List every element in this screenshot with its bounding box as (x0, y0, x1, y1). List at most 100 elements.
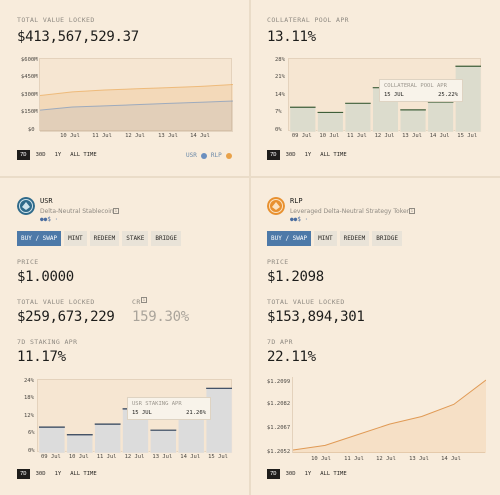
period-1y[interactable]: 1Y (304, 471, 312, 477)
bar (400, 109, 427, 133)
tooltip-value: 25.22% (438, 92, 458, 98)
usr-apr-label: 7D STAKING APR (17, 338, 78, 346)
period-30d[interactable]: 30D (285, 152, 296, 158)
tab-bridge[interactable]: BRIDGE (372, 231, 402, 246)
y-tick: 0% (275, 127, 282, 133)
x-tick: 15 Jul (208, 454, 228, 460)
tooltip-date: 15 JUL (132, 410, 152, 416)
usr-tooltip: USR STAKING APR 15 JUL 21.26% (127, 397, 211, 420)
usr-logo-icon (17, 197, 35, 215)
rlp-tvl-label: TOTAL VALUE LOCKED (267, 298, 345, 306)
period-7d[interactable]: 7D (267, 150, 280, 160)
period-7d[interactable]: 7D (17, 469, 30, 479)
rlp-chain-icons: ●●$ · (290, 216, 309, 223)
info-icon[interactable]: i (113, 208, 119, 214)
y-tick: 21% (275, 74, 285, 80)
period-1y[interactable]: 1Y (54, 152, 62, 158)
legend-usr-dot (200, 152, 207, 159)
collateral-tooltip: COLLATERAL POOL APR 15 JUL 25.22% (379, 79, 463, 102)
period-selector: 7D 30D 1Y ALL TIME (17, 469, 100, 479)
legend-usr-label: USR (186, 152, 197, 159)
y-tick: 28% (275, 57, 285, 63)
collateral-panel: COLLATERAL POOL APR 13.11% 28% 21% 14% 7… (251, 0, 500, 176)
period-all-time[interactable]: ALL TIME (320, 471, 347, 477)
rlp-panel: RLP Leveraged Delta-Neutral Strategy Tok… (251, 178, 500, 495)
y-tick: $450M (21, 74, 38, 80)
x-tick: 13 Jul (158, 133, 178, 139)
period-all-time[interactable]: ALL TIME (70, 471, 97, 477)
usr-panel: USR Delta-Neutral Stablecoin i ●●$ · BUY… (0, 178, 249, 495)
tab-mint[interactable]: MINT (314, 231, 337, 246)
period-1y[interactable]: 1Y (54, 471, 62, 477)
tooltip-title: USR STAKING APR (132, 401, 182, 407)
x-tick: 13 Jul (152, 454, 173, 460)
rlp-price: $1.2098 (267, 269, 324, 285)
x-tick: 14 Jul (441, 456, 461, 462)
rlp-line (39, 84, 234, 96)
usr-line (39, 100, 234, 111)
y-tick: 14% (275, 92, 285, 98)
tab-stake[interactable]: STAKE (122, 231, 149, 246)
bar (289, 106, 316, 133)
vertical-divider (249, 0, 251, 495)
info-icon[interactable]: i (141, 297, 147, 303)
period-30d[interactable]: 30D (35, 471, 46, 477)
tab-bridge[interactable]: BRIDGE (151, 231, 182, 246)
legend-rlp-dot (225, 152, 232, 159)
period-1y[interactable]: 1Y (304, 152, 312, 158)
x-tick: 11 Jul (346, 133, 367, 139)
y-tick: 6% (28, 430, 35, 436)
usr-price-label: PRICE (17, 258, 39, 266)
tab-buy-swap[interactable]: BUY / SWAP (17, 231, 62, 246)
period-30d[interactable]: 30D (35, 152, 46, 158)
tvl-legend: USR RLP (186, 152, 232, 159)
x-tick: 13 Jul (409, 456, 429, 462)
usr-chain-icons: ●●$ · (40, 216, 59, 223)
x-tick: 14 Jul (180, 454, 201, 460)
rlp-name: RLP (290, 197, 303, 205)
y-tick: 7% (275, 109, 282, 115)
period-all-time[interactable]: ALL TIME (320, 152, 347, 158)
period-7d[interactable]: 7D (17, 150, 30, 160)
tvl-chart[interactable] (39, 58, 234, 132)
y-tick: $1.2099 (267, 379, 291, 385)
bar (38, 426, 66, 454)
collateral-value: 13.11% (267, 29, 316, 45)
x-tick: 14 Jul (190, 133, 210, 139)
tvl-label: TOTAL VALUE LOCKED (17, 16, 95, 24)
usr-name: USR (40, 197, 53, 205)
y-tick: $300M (21, 92, 38, 98)
rlp-price-line (292, 379, 487, 451)
rlp-subtitle: Leveraged Delta-Neutral Strategy Token (290, 208, 411, 215)
rlp-price-chart[interactable] (292, 377, 487, 453)
tab-buy-swap[interactable]: BUY / SWAP (267, 231, 312, 246)
x-tick: 14 Jul (429, 133, 450, 139)
period-30d[interactable]: 30D (285, 471, 296, 477)
usr-cr-label: CR (132, 298, 141, 306)
x-tick: 10 Jul (68, 454, 89, 460)
tvl-value: $413,567,529.37 (17, 29, 139, 45)
usr-cr: 159.30% (132, 309, 189, 325)
tab-redeem[interactable]: REDEEM (339, 231, 370, 246)
rlp-area (40, 84, 233, 132)
period-selector: 7D 30D 1Y ALL TIME (267, 469, 350, 479)
tab-mint[interactable]: MINT (64, 231, 87, 246)
tab-redeem[interactable]: REDEEM (89, 231, 120, 246)
usr-subtitle: Delta-Neutral Stablecoin (40, 208, 114, 215)
tvl-chart-svg (39, 84, 234, 132)
period-7d[interactable]: 7D (267, 469, 280, 479)
usr-price: $1.0000 (17, 269, 74, 285)
x-tick: 09 Jul (291, 133, 312, 139)
y-tick: $0 (28, 127, 35, 133)
usr-action-tabs: BUY / SWAP MINT REDEEM STAKE BRIDGE (17, 231, 182, 246)
y-tick: 24% (24, 378, 34, 384)
rlp-apr: 22.11% (267, 349, 316, 365)
x-tick: 12 Jul (125, 133, 145, 139)
tooltip-value: 21.26% (186, 410, 206, 416)
bar (66, 434, 93, 454)
y-tick: $1.2067 (267, 425, 291, 431)
period-all-time[interactable]: ALL TIME (70, 152, 97, 158)
y-tick: $600M (21, 57, 38, 63)
rlp-price-label: PRICE (267, 258, 289, 266)
info-icon[interactable]: i (409, 208, 415, 214)
